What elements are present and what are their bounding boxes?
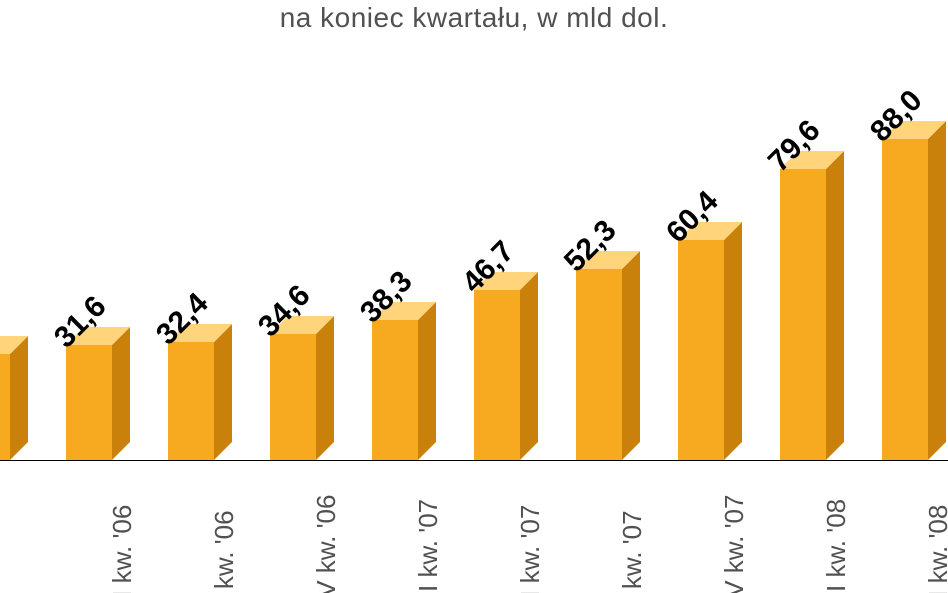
bar (678, 222, 742, 460)
bar (576, 251, 640, 460)
bar (0, 336, 28, 460)
x-axis-label: IV kw. '07 (719, 495, 750, 593)
x-axis-label: II kw. '07 (515, 505, 546, 593)
x-axis-label: III kw. '07 (617, 510, 648, 593)
x-axis-label: III kw. '06 (209, 510, 240, 593)
plot-area: ,031,6II kw. '0632,4III kw. '0634,6IV kw… (0, 0, 948, 593)
bar (474, 272, 538, 460)
x-axis-label: I kw. '08 (821, 499, 852, 592)
x-axis-label: IV kw. '06 (311, 495, 342, 593)
bar-chart: na koniec kwartału, w mld dol. ,031,6II … (0, 0, 948, 593)
x-axis-label: II kw. '06 (107, 505, 138, 593)
x-axis-label: II kw. '08 (923, 505, 948, 593)
x-axis-label: I kw. '07 (413, 499, 444, 592)
bar (882, 121, 946, 460)
bar (780, 151, 844, 460)
